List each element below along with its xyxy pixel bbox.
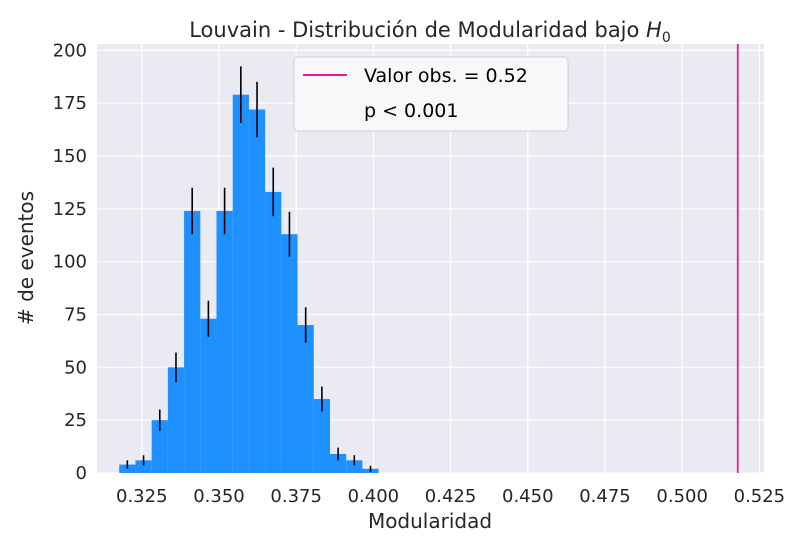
y-tick-label-2: 50 [64, 357, 87, 378]
y-tick-label-7: 175 [53, 93, 87, 114]
error-bars [126, 66, 372, 472]
y-tick-label-1: 25 [64, 410, 87, 431]
chart-title-text: Louvain - Distribución de Modularidad ba… [189, 18, 646, 42]
histogram-bar-13 [329, 453, 347, 473]
histogram-bars [119, 94, 379, 474]
y-tick-label-8: 200 [53, 40, 87, 61]
histogram-bar-5 [200, 318, 217, 473]
chart-title-math-base: H [646, 18, 662, 42]
legend-box [293, 56, 569, 132]
y-tick-label-3: 75 [64, 305, 87, 326]
histogram-bar-12 [313, 399, 330, 473]
y-tick-label-0: 0 [76, 463, 87, 484]
histogram-bar-4 [184, 210, 201, 473]
y-tick-label-5: 125 [53, 199, 87, 220]
chart-title: Louvain - Distribución de Modularidad ba… [189, 18, 671, 46]
x-tick-label-3: 0.400 [348, 486, 400, 507]
y-tick-label-6: 150 [53, 146, 87, 167]
x-tick-label-0: 0.325 [116, 486, 168, 507]
chart-title-math-sub: 0 [662, 30, 671, 46]
x-tick-label-4: 0.425 [425, 486, 477, 507]
legend-p-value: p < 0.001 [364, 100, 458, 122]
histogram-bar-3 [167, 367, 185, 473]
x-tick-label-5: 0.450 [502, 486, 554, 507]
x-tick-label-1: 0.350 [193, 486, 245, 507]
x-tick-label-8: 0.525 [734, 486, 786, 507]
legend-observed-label: Valor obs. = 0.52 [364, 65, 528, 87]
histogram-bar-2 [151, 420, 168, 473]
x-tick-label-7: 0.500 [656, 486, 708, 507]
histogram-bar-7 [232, 94, 249, 474]
y-tick-label-4: 100 [53, 252, 87, 273]
x-tick-label-2: 0.375 [270, 486, 322, 507]
histogram-bar-1 [135, 460, 152, 473]
x-axis-title: Modularidad [368, 509, 492, 533]
histogram-bar-8 [248, 109, 266, 473]
y-axis-title: # de eventos [14, 191, 38, 325]
histogram-bar-9 [265, 191, 282, 473]
histogram-bar-14 [346, 460, 363, 473]
histogram-bar-10 [281, 234, 298, 473]
x-axis-ticks: 0.325 0.350 0.375 0.400 0.425 0.450 0.475 0.500… [116, 486, 785, 507]
histogram-bar-11 [297, 325, 314, 473]
y-axis-ticks: 0 25 50 75 100 125 150 175 200 [53, 40, 87, 484]
x-tick-label-6: 0.475 [579, 486, 631, 507]
legend: Valor obs. = 0.52 p < 0.001 [293, 56, 569, 132]
histogram-bar-6 [216, 210, 233, 473]
